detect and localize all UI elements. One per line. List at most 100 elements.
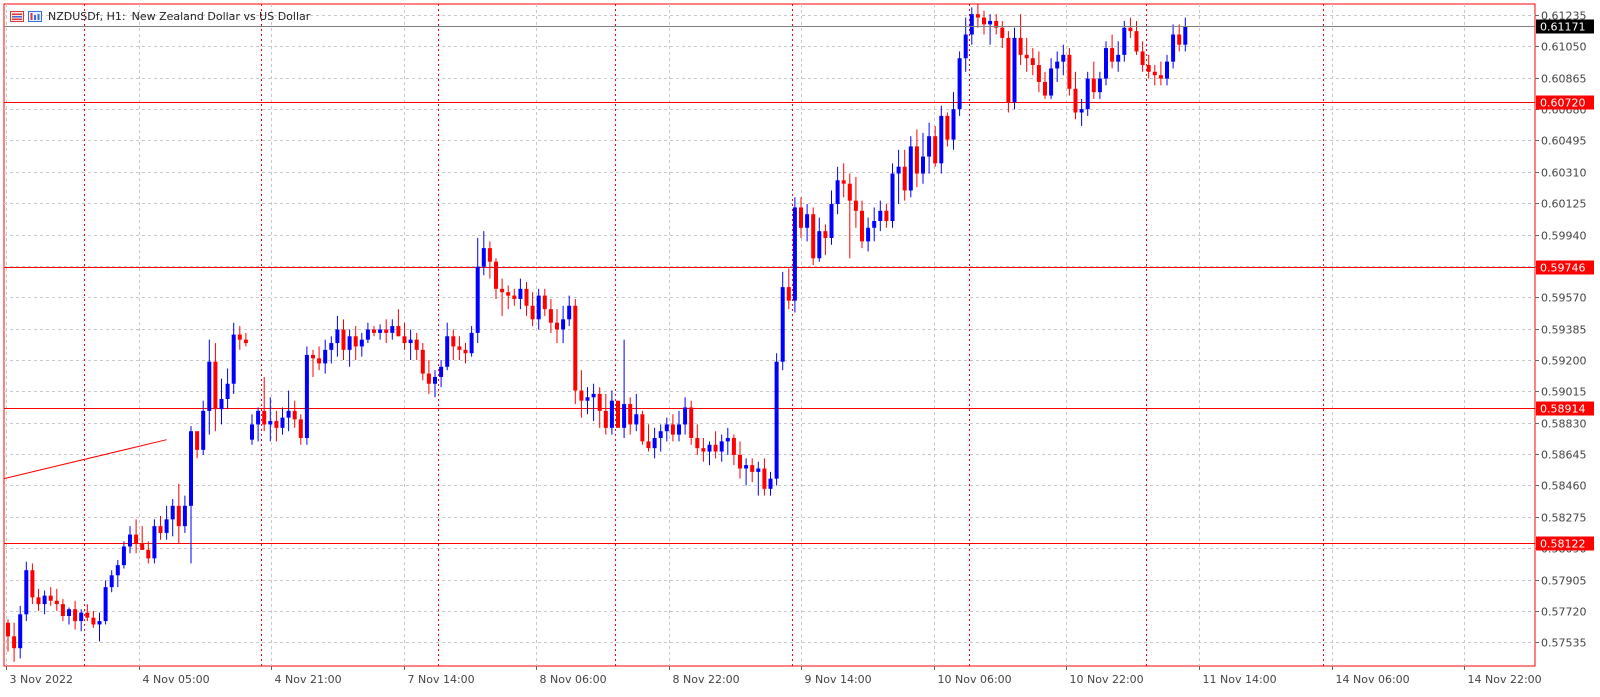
candle-body	[30, 570, 35, 598]
candle-body	[85, 612, 90, 618]
chart-header: NZDUSDf, H1: New Zealand Dollar vs US Do…	[10, 8, 310, 24]
candle-body	[268, 421, 273, 425]
candle	[628, 397, 633, 435]
price-label: 0.58122	[1540, 538, 1586, 551]
candle-body	[195, 431, 200, 450]
candle	[317, 346, 322, 371]
candle-body	[786, 287, 791, 301]
candle	[994, 14, 999, 35]
candle-body	[969, 14, 974, 35]
candle-body	[1018, 37, 1023, 55]
candle	[939, 105, 944, 174]
candle-body	[426, 373, 431, 384]
candle	[609, 390, 614, 435]
candle	[689, 400, 694, 445]
symbol-icon[interactable]	[28, 10, 42, 22]
candle	[1000, 20, 1005, 49]
candle	[469, 326, 474, 357]
candle-body	[616, 400, 620, 428]
candle	[365, 322, 370, 344]
y-tick-label: 0.58645	[1541, 449, 1587, 462]
candle	[286, 390, 291, 432]
candle	[182, 495, 187, 533]
candle	[805, 204, 810, 242]
candle	[30, 563, 35, 605]
candle-body	[1134, 31, 1139, 52]
candle-body	[1061, 54, 1066, 62]
y-tick-label: 0.59385	[1541, 324, 1587, 337]
candle	[274, 410, 279, 442]
candle	[213, 343, 218, 432]
candle	[866, 217, 871, 252]
candle	[121, 541, 126, 569]
candle-body	[451, 336, 456, 347]
candle	[780, 271, 785, 371]
candle-body	[457, 346, 462, 350]
candle-body	[445, 336, 450, 367]
candle	[79, 609, 84, 632]
candle	[1140, 41, 1145, 72]
candle	[890, 163, 895, 228]
candle-body	[719, 441, 724, 452]
candle	[792, 197, 797, 313]
candle	[164, 505, 169, 540]
candle-body	[817, 231, 822, 259]
candle-body	[164, 519, 169, 533]
candle-body	[67, 609, 71, 616]
candle-body	[945, 115, 950, 140]
candle	[902, 149, 907, 201]
candle-body	[213, 361, 218, 410]
trend-line	[3, 439, 167, 480]
candle-body	[774, 361, 779, 479]
candle	[1073, 71, 1078, 120]
candle	[225, 368, 230, 410]
candle	[847, 173, 852, 259]
candle	[115, 560, 120, 588]
candle	[231, 322, 236, 394]
candle	[530, 292, 535, 327]
candle-body	[597, 393, 602, 411]
candle-body	[347, 336, 352, 350]
y-tick-label: 0.60310	[1541, 167, 1587, 180]
candle	[243, 332, 248, 347]
candle-body	[6, 622, 10, 637]
candle	[1110, 34, 1115, 69]
candle	[908, 136, 913, 198]
candle-body	[390, 326, 395, 333]
candle-body	[152, 526, 157, 559]
candle	[42, 590, 47, 615]
candle	[372, 326, 376, 337]
candle-body	[439, 366, 444, 377]
y-tick-label: 0.60865	[1541, 73, 1587, 86]
candle	[811, 207, 816, 266]
candle-body	[274, 421, 279, 428]
candle-body	[1006, 37, 1011, 103]
y-tick-label: 0.60125	[1541, 198, 1587, 211]
candle-body	[463, 349, 468, 354]
candle	[6, 619, 10, 652]
candle-body	[939, 115, 944, 164]
candle-body	[420, 349, 425, 374]
candle-body	[341, 329, 346, 350]
candle-body	[567, 305, 572, 320]
candle-body	[542, 295, 547, 310]
candle-body	[1171, 34, 1176, 62]
candle-body	[725, 437, 730, 442]
y-tick-label: 0.57720	[1541, 606, 1587, 619]
x-tick-label: 4 Nov 05:00	[143, 673, 210, 686]
candle	[60, 599, 65, 622]
candle	[140, 526, 145, 550]
candle	[1085, 71, 1090, 116]
candle-body	[1183, 26, 1188, 45]
chart-window-icon[interactable]	[10, 10, 24, 22]
candle	[1036, 51, 1041, 93]
candle-body	[591, 393, 596, 398]
price-label: 0.59746	[1540, 262, 1586, 275]
candle-body	[286, 410, 291, 418]
candle-body	[561, 319, 566, 330]
price-label: 0.60720	[1540, 97, 1586, 110]
candle-body	[1024, 54, 1029, 59]
candle-body	[738, 454, 742, 469]
